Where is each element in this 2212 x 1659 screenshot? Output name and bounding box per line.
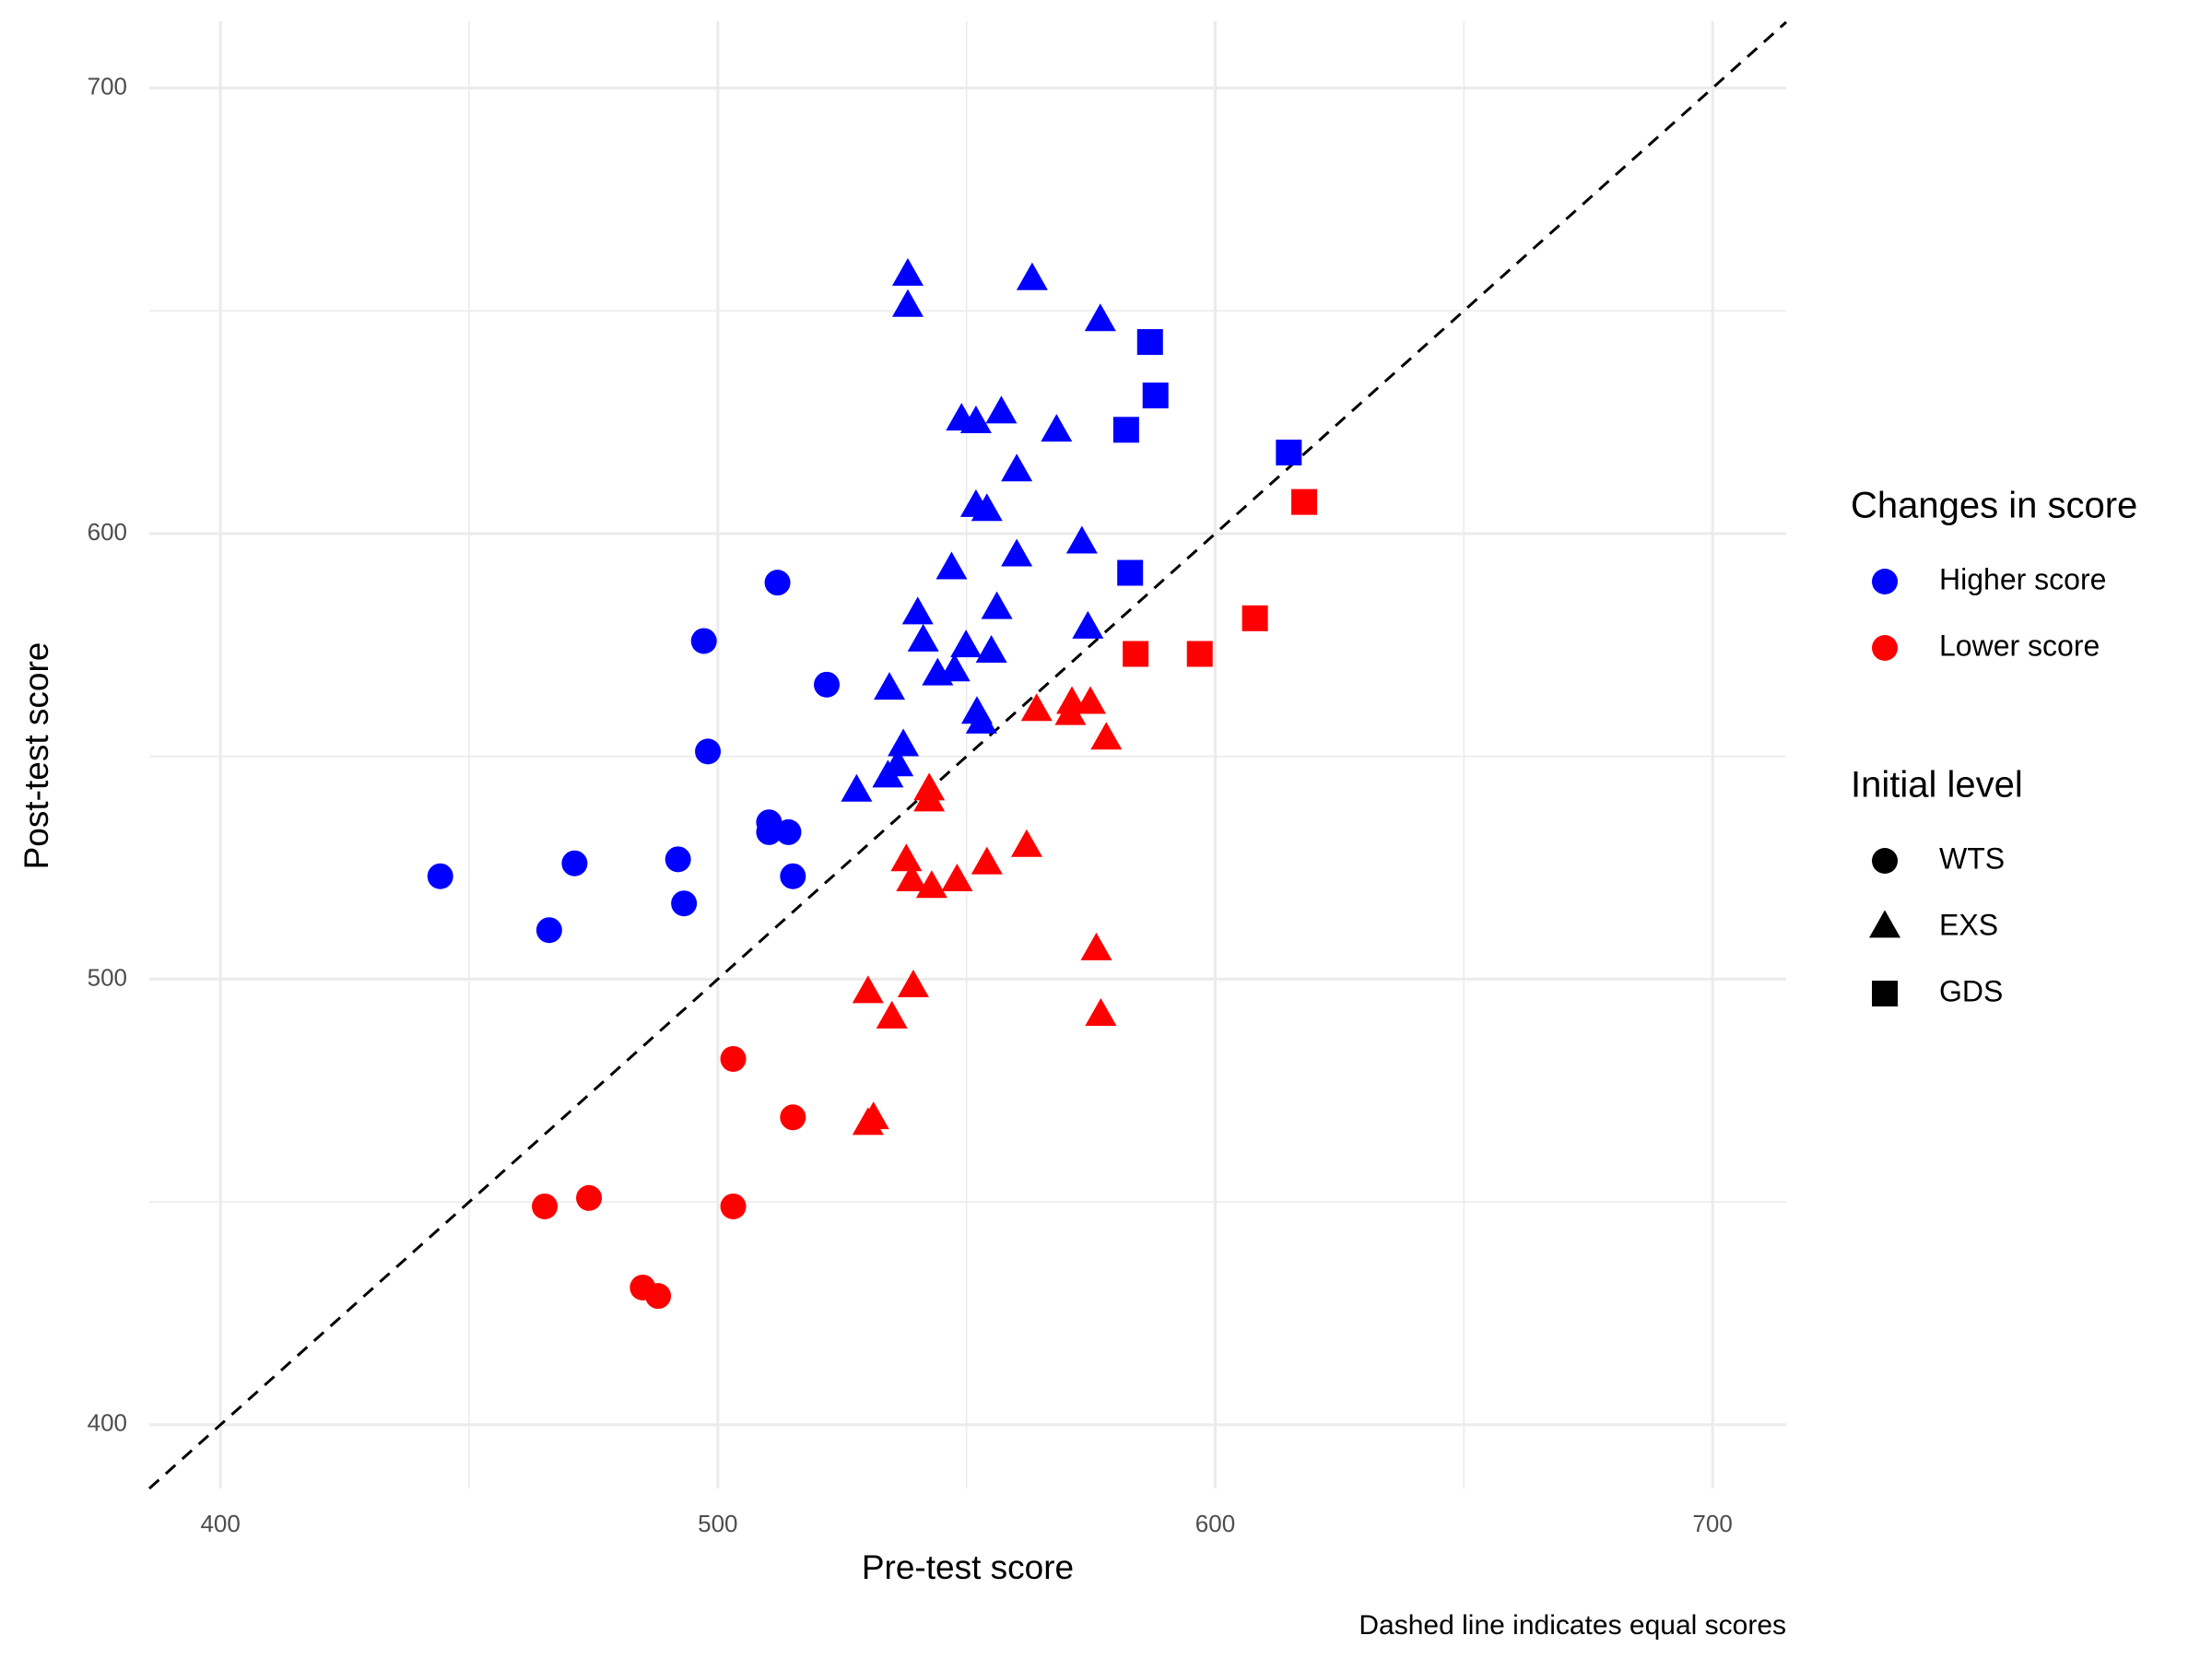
point	[852, 975, 884, 1004]
legend-symbol	[1869, 910, 1900, 938]
point	[876, 1000, 908, 1029]
point	[780, 1104, 806, 1131]
point	[690, 628, 717, 654]
point	[890, 843, 923, 872]
point	[950, 629, 982, 658]
point	[1090, 722, 1123, 750]
point	[720, 1193, 747, 1219]
point	[971, 846, 1003, 875]
point	[915, 870, 947, 899]
x-tick-label: 500	[698, 1510, 737, 1537]
y-axis-title: Post-test score	[18, 642, 55, 870]
point	[981, 591, 1013, 619]
point	[891, 288, 924, 317]
point	[1065, 525, 1098, 554]
legend-label: WTS	[1939, 841, 2005, 875]
point	[1080, 932, 1112, 960]
y-tick-label: 700	[88, 72, 127, 100]
point	[695, 738, 722, 765]
point	[720, 1045, 747, 1072]
point	[841, 773, 873, 802]
point	[922, 657, 954, 686]
point	[1136, 329, 1163, 356]
point	[941, 863, 973, 891]
point	[1123, 641, 1149, 667]
point	[576, 1184, 603, 1211]
point	[1084, 303, 1116, 332]
legend-title: Changes in score	[1851, 486, 2137, 526]
point	[756, 818, 782, 845]
point	[645, 1283, 672, 1310]
point	[901, 596, 934, 625]
point	[971, 493, 1003, 522]
x-tick-label: 700	[1692, 1510, 1732, 1537]
point	[891, 257, 924, 286]
point	[897, 970, 929, 998]
point	[1056, 686, 1088, 714]
legend-symbol	[1872, 981, 1898, 1006]
point	[874, 672, 906, 700]
point	[975, 634, 1007, 663]
point	[1072, 610, 1104, 639]
x-tick-label: 400	[200, 1510, 240, 1537]
legend-symbol	[1872, 635, 1898, 661]
point	[857, 1101, 889, 1130]
y-tick-label: 400	[88, 1409, 127, 1437]
legend-label: EXS	[1939, 908, 1998, 941]
point	[888, 728, 920, 757]
point	[535, 917, 562, 944]
point	[532, 1193, 559, 1219]
point	[427, 863, 453, 889]
point	[959, 405, 992, 433]
point	[935, 551, 968, 580]
point	[985, 395, 1018, 424]
point	[1085, 997, 1117, 1026]
caption: Dashed line indicates equal scores	[1359, 1610, 1786, 1641]
y-tick-label: 500	[88, 963, 127, 991]
point	[775, 818, 802, 845]
x-axis-title: Pre-test score	[862, 1548, 1074, 1586]
point	[896, 863, 928, 891]
point	[764, 570, 791, 596]
point	[907, 623, 939, 652]
point	[872, 759, 904, 788]
point	[1001, 453, 1033, 482]
point	[1010, 829, 1042, 857]
point	[814, 671, 841, 698]
point	[665, 846, 691, 873]
point	[965, 705, 997, 734]
point	[1112, 417, 1139, 443]
point	[561, 850, 588, 877]
point	[671, 890, 698, 917]
grid	[149, 21, 1786, 1488]
legend-label: GDS	[1939, 974, 2003, 1007]
point	[780, 863, 806, 889]
point	[1291, 488, 1318, 515]
point	[913, 783, 946, 812]
point	[1041, 414, 1073, 442]
point	[1001, 538, 1033, 567]
point	[1117, 559, 1144, 586]
point	[1186, 641, 1213, 667]
point	[1142, 382, 1169, 409]
legend-symbol	[1872, 848, 1898, 874]
y-tick-label: 600	[88, 518, 127, 546]
point	[1020, 693, 1053, 722]
point	[1276, 439, 1302, 465]
legend-label: Lower score	[1939, 629, 2100, 662]
legend-title: Initial level	[1851, 765, 2023, 806]
legend-label: Higher score	[1939, 562, 2106, 595]
x-tick-label: 600	[1195, 1510, 1235, 1537]
equal-line	[147, 20, 1788, 1490]
point	[1241, 605, 1268, 631]
legend-symbol	[1872, 569, 1898, 594]
point	[1016, 262, 1048, 290]
